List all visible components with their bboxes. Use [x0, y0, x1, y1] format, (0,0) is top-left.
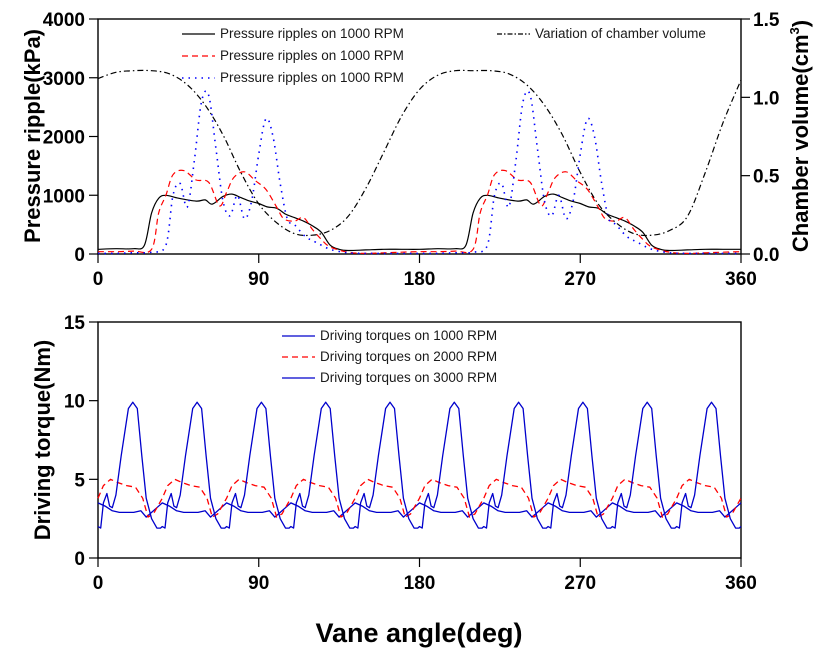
torque-x-tick-label: 180	[404, 573, 436, 594]
pressure-series-line-2	[98, 169, 742, 255]
torque-x-ticks: 0 90 180 270 360	[93, 558, 757, 594]
pressure-legend-label: Pressure ripples on 1000 RPM	[220, 26, 404, 41]
torque-y-tick-label: 10	[64, 392, 85, 413]
pressure-series-line-4	[97, 69, 742, 237]
volume-y2-ticks: 0.0 0.5 1.0 1.5	[741, 10, 780, 266]
pressure-x-tick-label: 270	[564, 269, 596, 290]
torque-chart: 0 90 180 270 360 0 5 10 15 Driving torque(Nm) D…	[30, 313, 757, 648]
torque-series-line-1	[97, 502, 742, 518]
torque-x-tick-label: 270	[564, 573, 596, 594]
pressure-series-line-3	[97, 90, 741, 255]
torque-legend: Driving torques on 1000 RPM Driving torqu…	[282, 328, 497, 385]
pressure-y-tick-label: 2000	[43, 128, 85, 149]
pressure-y-tick-label: 0	[74, 245, 85, 266]
pressure-legend: Pressure ripples on 1000 RPM Pressure rip…	[182, 26, 706, 85]
volume-y2-tick-label: 1.0	[753, 88, 779, 109]
pressure-y-tick-label: 3000	[43, 69, 85, 90]
torque-y-axis-title: Driving torque(Nm)	[30, 340, 55, 540]
pressure-chart: 0 90 180 270 360 0 1000 2000 3000 4000 0.0 0.5 1.0…	[20, 10, 813, 290]
pressure-y-axis-title: Pressure ripple(kPa)	[20, 29, 45, 243]
volume-y2-axis-title-close: )	[788, 20, 813, 27]
torque-series-line-3	[97, 401, 742, 529]
volume-y2-axis-title-main: Chamber volume(cm	[788, 34, 813, 252]
pressure-x-tick-label: 90	[248, 269, 269, 290]
pressure-x-ticks: 0 90 180 270 360	[93, 254, 757, 290]
torque-legend-label: Driving torques on 1000 RPM	[320, 328, 497, 343]
pressure-legend-label: Pressure ripples on 1000 RPM	[220, 48, 404, 63]
volume-y2-tick-label: 1.5	[753, 10, 780, 31]
torque-x-tick-label: 90	[248, 573, 269, 594]
volume-y2-axis-title-sup: 3	[787, 27, 802, 34]
torque-series-line-2	[97, 478, 742, 518]
torque-y-tick-label: 5	[74, 470, 85, 491]
volume-y2-axis-title: Chamber volume(cm3)	[787, 20, 813, 252]
torque-y-tick-label: 0	[74, 549, 85, 570]
pressure-x-tick-label: 360	[725, 269, 757, 290]
volume-y2-tick-label: 0.0	[753, 245, 779, 266]
torque-y-ticks: 0 5 10 15	[64, 313, 98, 570]
pressure-x-tick-label: 180	[404, 269, 436, 290]
pressure-legend-label: Pressure ripples on 1000 RPM	[220, 70, 404, 85]
torque-x-tick-label: 0	[93, 573, 104, 594]
pressure-plot-frame	[97, 18, 742, 255]
torque-y-tick-label: 15	[64, 313, 86, 334]
pressure-y-ticks: 0 1000 2000 3000 4000	[43, 10, 98, 266]
torque-series-group	[97, 401, 742, 529]
volume-y2-tick-label: 0.5	[753, 167, 780, 188]
torque-legend-label: Driving torques on 3000 RPM	[320, 370, 497, 385]
x-axis-title: Vane angle(deg)	[315, 618, 522, 648]
torque-x-tick-label: 360	[725, 573, 757, 594]
torque-legend-label: Driving torques on 2000 RPM	[320, 349, 497, 364]
pressure-series-line-1	[97, 193, 741, 252]
pressure-y-tick-label: 4000	[43, 10, 85, 31]
volume-legend-label: Variation of chamber volume	[535, 26, 706, 41]
pressure-series-group	[97, 69, 742, 255]
pressure-x-tick-label: 0	[93, 269, 104, 290]
pressure-y-tick-label: 1000	[43, 186, 85, 207]
